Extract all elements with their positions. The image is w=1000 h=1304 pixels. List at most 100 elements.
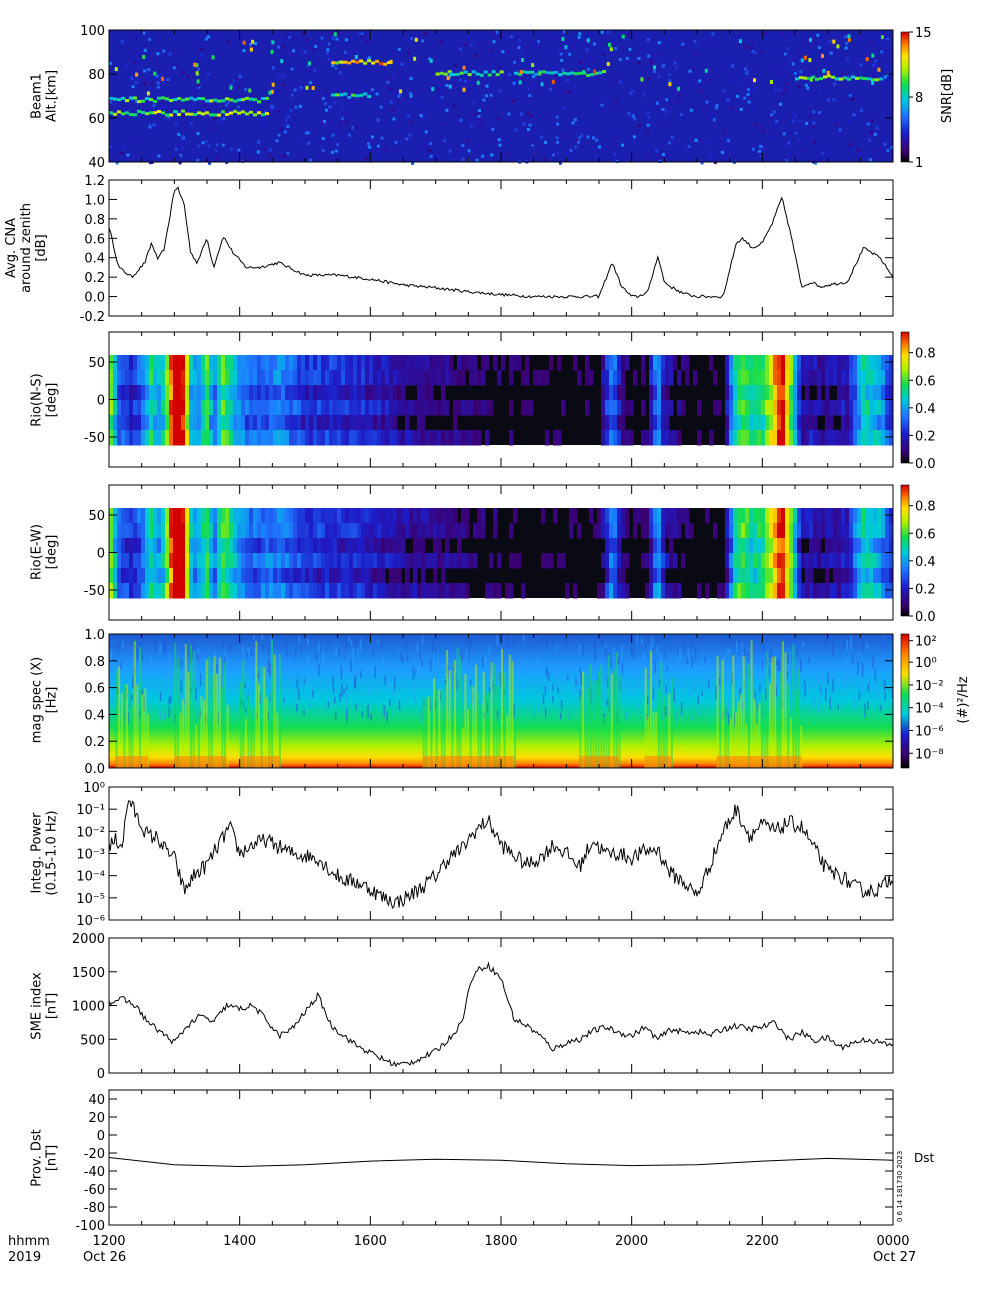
rio-cell <box>157 538 162 554</box>
rio-cell <box>169 355 174 371</box>
spec-noise-streak <box>739 687 741 699</box>
y-label-line: mag spec (X) <box>30 657 45 743</box>
rio-cell <box>825 538 830 554</box>
noise-cell <box>263 146 266 150</box>
spec-noise-streak <box>346 685 348 690</box>
rio-cell <box>849 400 854 416</box>
rio-cell <box>141 415 146 431</box>
rio-cell <box>289 568 294 584</box>
spec-activity-streak <box>203 700 206 768</box>
rio-cell <box>369 523 374 539</box>
rio-cell <box>301 538 306 554</box>
rio-cell <box>389 508 394 524</box>
spec-activity-streak <box>771 657 774 768</box>
spec-noise-streak <box>700 662 702 667</box>
noise-cell <box>142 31 146 35</box>
rio-cell <box>345 568 350 584</box>
rio-cell <box>889 508 894 524</box>
snr-layer-cell <box>367 59 372 63</box>
spec-noise-streak <box>687 649 690 659</box>
rio-cell <box>117 583 122 599</box>
rio-cell <box>237 538 242 554</box>
noise-cell <box>561 106 565 110</box>
spec-noise-streak <box>757 703 759 710</box>
rio-cell <box>205 385 210 401</box>
noise-cell <box>615 78 619 82</box>
spec-activity-streak <box>508 654 511 768</box>
rio-cell <box>661 430 666 446</box>
spec-activity-streak <box>495 686 498 768</box>
rio-cell <box>445 523 450 539</box>
rio-cell <box>229 568 234 584</box>
noise-cell <box>200 52 204 56</box>
noise-cell <box>392 117 396 121</box>
rio-cell <box>269 583 274 599</box>
noise-cell <box>874 150 878 153</box>
spec-noise-streak <box>285 644 288 657</box>
spec-activity-streak <box>490 661 493 768</box>
rio-cell <box>753 583 758 599</box>
spec-noise-streak <box>548 672 550 681</box>
rio-cell <box>297 400 302 416</box>
rio-cell <box>497 370 502 386</box>
noise-cell <box>828 39 832 43</box>
rio-cell <box>357 568 362 584</box>
rio-cell <box>885 430 890 446</box>
rio-cell <box>389 523 394 539</box>
rio-cell <box>529 400 534 416</box>
spec-noise-streak <box>861 678 864 691</box>
spec-noise-streak <box>420 709 423 723</box>
rio-cell <box>889 523 894 539</box>
y-tick-label: 0 <box>97 394 105 409</box>
noise-cell <box>746 93 750 96</box>
rio-cell <box>333 523 338 539</box>
rio-cell <box>389 400 394 416</box>
noise-cell <box>760 50 764 54</box>
noise-cell <box>745 45 749 49</box>
spec-noise-streak <box>110 649 112 662</box>
rio-cell <box>509 430 514 446</box>
rio-cell <box>617 583 622 599</box>
rio-cell <box>401 370 406 386</box>
rio-cell <box>333 385 338 401</box>
rio-cell <box>225 415 230 431</box>
y-tick-label: 0.6 <box>84 682 105 697</box>
rio-cell <box>273 538 278 554</box>
rio-cell <box>821 583 826 599</box>
rio-cell <box>361 385 366 401</box>
noise-cell <box>794 113 798 117</box>
rio-cell <box>765 568 770 584</box>
spec-noise-streak <box>467 638 469 650</box>
rio-cell <box>797 355 802 371</box>
rio-cell <box>509 553 514 569</box>
rio-cell <box>293 553 298 569</box>
rio-cell <box>189 583 194 599</box>
rio-cell <box>201 538 206 554</box>
rio-cell <box>113 553 118 569</box>
rio-cell <box>329 553 334 569</box>
snr-spike-cell <box>653 65 656 70</box>
rio-cell <box>429 385 434 401</box>
rio-cell <box>377 355 382 371</box>
rio-cell <box>621 385 626 401</box>
rio-cell <box>673 583 678 599</box>
rio-cell <box>353 370 358 386</box>
rio-cell <box>325 538 330 554</box>
spec-noise-streak <box>544 708 547 717</box>
noise-cell <box>574 92 578 95</box>
noise-cell <box>326 48 330 52</box>
rio-cell <box>157 415 162 431</box>
noise-cell <box>782 132 786 136</box>
noise-cell <box>286 124 290 128</box>
rio-cell <box>729 553 734 569</box>
rio-cell <box>877 553 882 569</box>
noise-cell <box>281 83 285 87</box>
rio-cell <box>693 370 698 386</box>
noise-cell <box>294 105 298 109</box>
noise-cell <box>477 94 481 98</box>
spec-noise-streak <box>253 635 255 640</box>
rio-cell <box>189 538 194 554</box>
spec-noise-streak <box>322 655 325 668</box>
spec-noise-streak <box>244 707 247 712</box>
